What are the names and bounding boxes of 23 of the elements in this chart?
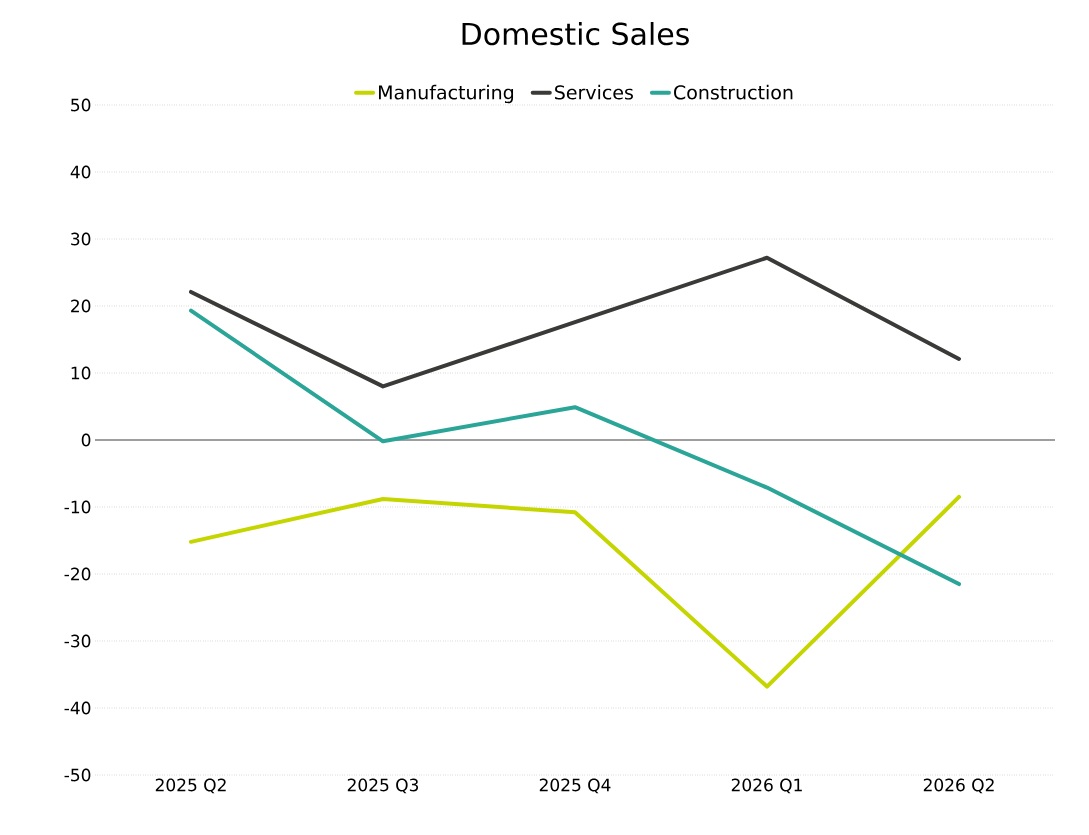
y-tick-label: 30: [71, 232, 91, 246]
y-tick-label: -50: [64, 768, 91, 782]
x-tick-label: 2025 Q4: [539, 778, 611, 794]
legend-label: Manufacturing: [378, 84, 514, 104]
line-series: [189, 255, 962, 389]
y-tick-label: 10: [71, 366, 91, 380]
line-series: [189, 308, 962, 587]
x-tick-label: 2025 Q3: [347, 778, 419, 794]
y-tick-label: 40: [70, 165, 91, 179]
y-tick-label: 20: [71, 299, 91, 313]
y-tick-label: 0: [81, 433, 91, 447]
y-tick-label: -40: [64, 701, 91, 715]
x-tick-label: 2026 Q1: [731, 778, 802, 794]
legend-label: Construction: [674, 84, 793, 100]
x-tick-label: 2026 Q2: [923, 778, 994, 794]
y-tick-label: 50: [71, 98, 91, 112]
chart-title: Domestic Sales: [462, 22, 689, 46]
y-tick-label: -10: [64, 500, 91, 514]
y-tick-label: -20: [64, 567, 91, 581]
legend-label: Services: [555, 84, 633, 100]
y-tick-label: -30: [64, 634, 91, 648]
x-tick-label: 2025 Q2: [155, 778, 226, 794]
line-series: [189, 494, 962, 689]
